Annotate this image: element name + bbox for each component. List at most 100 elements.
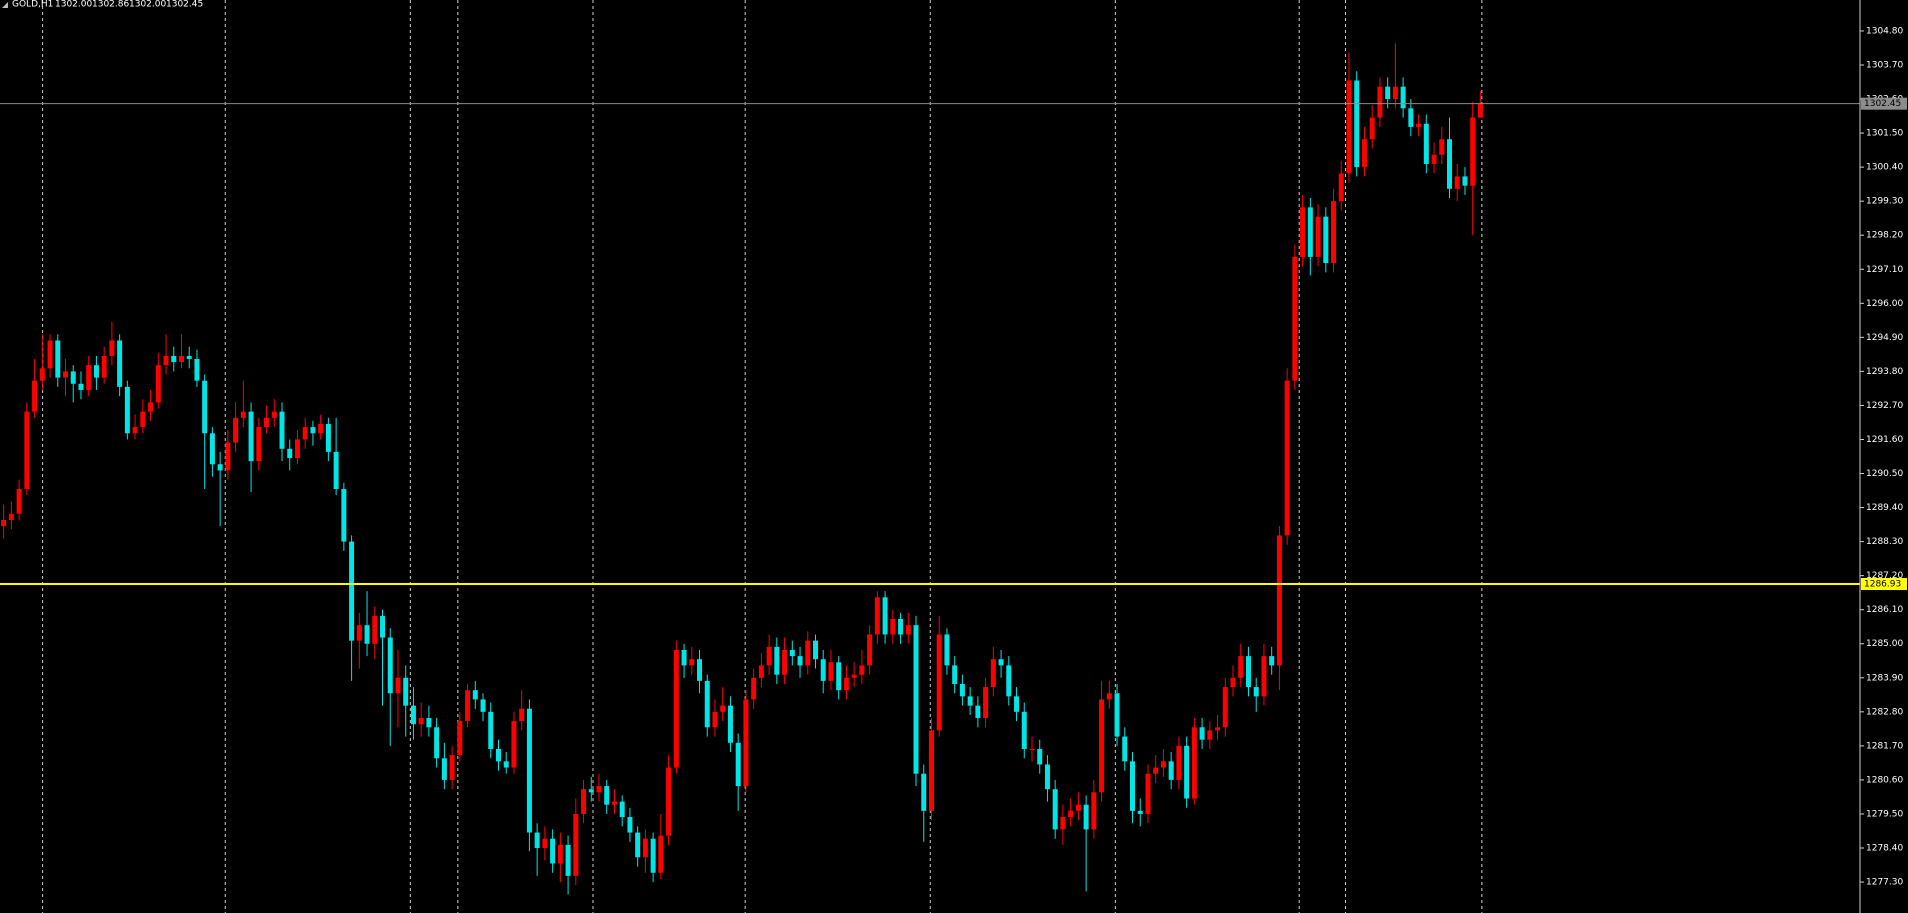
candle-body: [1130, 761, 1136, 811]
y-tick-label: 1296.00: [1866, 299, 1903, 309]
candle-body: [843, 677, 849, 691]
candle-body: [673, 649, 679, 768]
candle-body: [565, 844, 571, 876]
candle-body: [990, 659, 996, 688]
candle-body: [117, 340, 123, 387]
y-tick-label: 1286.10: [1866, 605, 1903, 615]
candle-body: [163, 355, 169, 366]
candle-body: [441, 758, 447, 780]
candle-body: [1416, 123, 1422, 127]
candle-body: [913, 625, 919, 774]
y-tick-label: 1301.50: [1866, 129, 1903, 139]
candle-body: [983, 687, 989, 719]
candle-body: [1114, 693, 1120, 737]
y-tick-label: 1293.80: [1866, 367, 1903, 377]
y-tick-label: 1289.40: [1866, 503, 1903, 513]
candle-body: [928, 730, 934, 811]
y-tick-label: 1300.40: [1866, 163, 1903, 173]
candle-body: [1470, 117, 1476, 186]
candle-body: [975, 705, 981, 719]
candle-body: [704, 680, 710, 728]
candle-body: [581, 789, 587, 814]
candle-body: [611, 801, 617, 805]
candle-body: [325, 424, 331, 452]
candle-body: [426, 718, 432, 728]
candle-body: [828, 662, 834, 681]
candle-body: [395, 677, 401, 694]
candle-body: [743, 699, 749, 787]
y-tick-label: 1283.90: [1866, 673, 1903, 683]
candle-body: [588, 789, 594, 793]
candle-body: [859, 665, 865, 675]
y-tick-label: 1294.90: [1866, 333, 1903, 343]
candle-body: [372, 615, 378, 644]
candle-body: [1153, 767, 1159, 774]
candle-body: [1106, 693, 1112, 700]
candle-body: [356, 625, 362, 641]
candle-body: [217, 464, 223, 471]
candle-body: [1315, 216, 1321, 257]
candle-body: [202, 380, 208, 434]
ohlc-close: 1302.45: [166, 0, 203, 10]
candle-body: [1091, 792, 1097, 830]
candle-body: [124, 386, 130, 434]
plot: [0, 43, 1860, 895]
candle-body: [209, 433, 215, 465]
candle-body: [1331, 201, 1337, 264]
candle-body: [890, 618, 896, 635]
candle-body: [751, 677, 757, 700]
candle-body: [534, 832, 540, 849]
candle-body: [666, 767, 672, 836]
y-tick-label: 1299.30: [1866, 197, 1903, 207]
candle-body: [1385, 86, 1391, 100]
candle-body: [697, 659, 703, 681]
header: GOLD,H1 1302.00 1302.86 1302.00 1302.45: [2, 0, 203, 10]
candle-body: [820, 659, 826, 681]
candle-body: [1361, 139, 1367, 168]
candle-body: [642, 838, 648, 858]
price-label: 1302.45: [1864, 99, 1901, 109]
candle-body: [1439, 139, 1445, 155]
candle-body: [1292, 256, 1298, 381]
candle-body: [1075, 804, 1081, 811]
candle-body: [264, 417, 270, 428]
candle-body: [472, 690, 478, 700]
candle-body: [1346, 80, 1352, 174]
price-label: 1286.93: [1864, 580, 1901, 590]
candle-body: [1338, 173, 1344, 202]
y-tick-label: 1298.20: [1866, 231, 1903, 241]
candle-body: [47, 340, 53, 369]
candle-body: [1207, 730, 1213, 740]
candle-body: [867, 634, 873, 666]
ohlc-open: 1302.00: [55, 0, 92, 10]
candle-body: [148, 402, 154, 412]
ohlc-high: 1302.86: [92, 0, 129, 10]
candle-body: [1431, 154, 1437, 165]
candle-body: [55, 340, 61, 378]
candle-body: [1014, 696, 1020, 712]
candle-body: [519, 708, 525, 722]
candle-body: [851, 674, 857, 678]
candle-body: [418, 718, 424, 725]
candle-body: [503, 761, 509, 768]
y-tick-label: 1292.70: [1866, 401, 1903, 411]
candle-body: [16, 488, 22, 514]
candle-body: [194, 359, 200, 381]
y-tick-label: 1282.80: [1866, 707, 1903, 717]
candle-body: [279, 411, 285, 449]
candle-body: [434, 727, 440, 759]
candle-body: [720, 705, 726, 712]
candle-body: [225, 442, 231, 471]
candle-body: [1029, 748, 1035, 750]
candle-body: [387, 637, 393, 694]
candle-body: [1037, 748, 1043, 765]
y-tick-label: 1285.00: [1866, 639, 1903, 649]
candle-body: [70, 371, 76, 384]
candle-body: [774, 646, 780, 675]
candle-body: [310, 427, 316, 434]
candle-body: [1269, 656, 1275, 666]
candle-body: [178, 355, 184, 363]
candle-body: [1145, 773, 1151, 814]
